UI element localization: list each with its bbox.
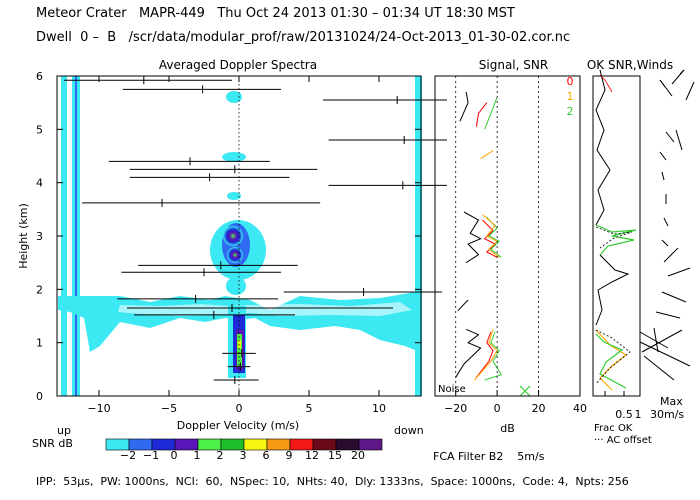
snr-frame [434, 75, 581, 397]
snr-xtick-label: 0 [494, 402, 501, 415]
max-value: 30m/s [650, 408, 684, 421]
snr-series-black [463, 211, 482, 264]
spectra-ytick-label: 3 [36, 230, 43, 243]
spectra-title: Averaged Doppler Spectra [159, 58, 317, 72]
snr-series-black [459, 91, 469, 122]
spectra-xtick-label: −10 [87, 402, 110, 415]
snr-xlabel: dB [500, 422, 515, 435]
colorbar-tick-label: −2 [120, 449, 136, 462]
winds-profile [595, 69, 695, 391]
noise-label: Noise [438, 384, 466, 395]
colorbar-tick-label: 9 [286, 449, 293, 462]
snr-series-orange [480, 150, 494, 160]
colorbar-tick-label: 15 [328, 449, 342, 462]
spectra-ytick-label: 2 [36, 283, 43, 296]
colorbar-tick-label: 12 [305, 449, 319, 462]
spectra-xtick-label: 10 [372, 402, 386, 415]
colorbar-swatch [358, 438, 383, 451]
colorbar-tick-label: 0 [171, 449, 178, 462]
noise-marker [519, 385, 531, 397]
colorbar-tick-label: 1 [194, 449, 201, 462]
colorbar-tick-label: 20 [351, 449, 365, 462]
spectra-heatmap [58, 76, 422, 396]
colorbar-label: SNR dB [32, 437, 73, 450]
snr-series-red [482, 219, 498, 258]
frac-ok-label: Frac OK [594, 423, 633, 434]
frac-ok-tick-05: 0.5 [615, 408, 633, 421]
snr-series-green [484, 97, 498, 130]
snr-xtick-label: −20 [444, 402, 467, 415]
header-file-path: Dwell 0 – B /scr/data/modular_prof/raw/2… [36, 30, 571, 45]
spectra-ylabel: Height (km) [17, 203, 30, 269]
winds-title: OK SNR,Winds [587, 58, 673, 72]
colorbar-tick-label: 2 [217, 449, 224, 462]
status-label-2: 2 [567, 105, 574, 118]
colorbar-tick-label: 3 [240, 449, 247, 462]
filter-label: FCA Filter B2 5m/s [433, 450, 545, 463]
frac-ok-frame [592, 75, 641, 397]
acquisition-params: IPP: 53μs, PW: 1000ns, NCI: 60, NSpec: 1… [36, 475, 629, 488]
snr-series-orange [474, 329, 498, 381]
spectra-xtick-label: −5 [161, 402, 177, 415]
spectra-ytick-label: 0 [36, 390, 43, 403]
spectra-xtick-label: 0 [236, 402, 243, 415]
spectra-ytick-label: 1 [36, 337, 43, 350]
snr-series-orange [482, 214, 500, 258]
colorbar-tick-label: 6 [263, 449, 270, 462]
snr-series-green [486, 216, 502, 258]
spectra-xtick-label: 5 [306, 402, 313, 415]
ac-offset-label: ··· AC offset [594, 435, 652, 446]
down-label: down [394, 424, 424, 437]
snr-series-green [484, 331, 503, 381]
snr-title: Signal, SNR [479, 58, 548, 72]
snr-xtick-label: 20 [532, 402, 546, 415]
colorbar-tick-label: −1 [143, 449, 159, 462]
status-label-1: 1 [567, 90, 574, 103]
snr-series-black [455, 328, 482, 378]
frac-ok-tick-1: 1 [635, 408, 642, 421]
header-title: Meteor Crater MAPR-449 Thu Oct 24 2013 0… [36, 6, 515, 21]
snr-series-red [476, 331, 494, 378]
spectra-xlabel: Doppler Velocity (m/s) [177, 419, 299, 432]
snr-series-red [475, 102, 488, 127]
spectra-ytick-label: 6 [36, 70, 43, 83]
spectra-ytick-label: 4 [36, 177, 43, 190]
max-label: Max [660, 395, 683, 408]
spectra-ytick-label: 5 [36, 123, 43, 136]
snr-series-black [457, 299, 469, 312]
snr-profile [455, 91, 531, 397]
status-label-0: 0 [567, 75, 574, 88]
up-label: up [57, 424, 71, 437]
snr-xtick-label: 40 [573, 402, 587, 415]
